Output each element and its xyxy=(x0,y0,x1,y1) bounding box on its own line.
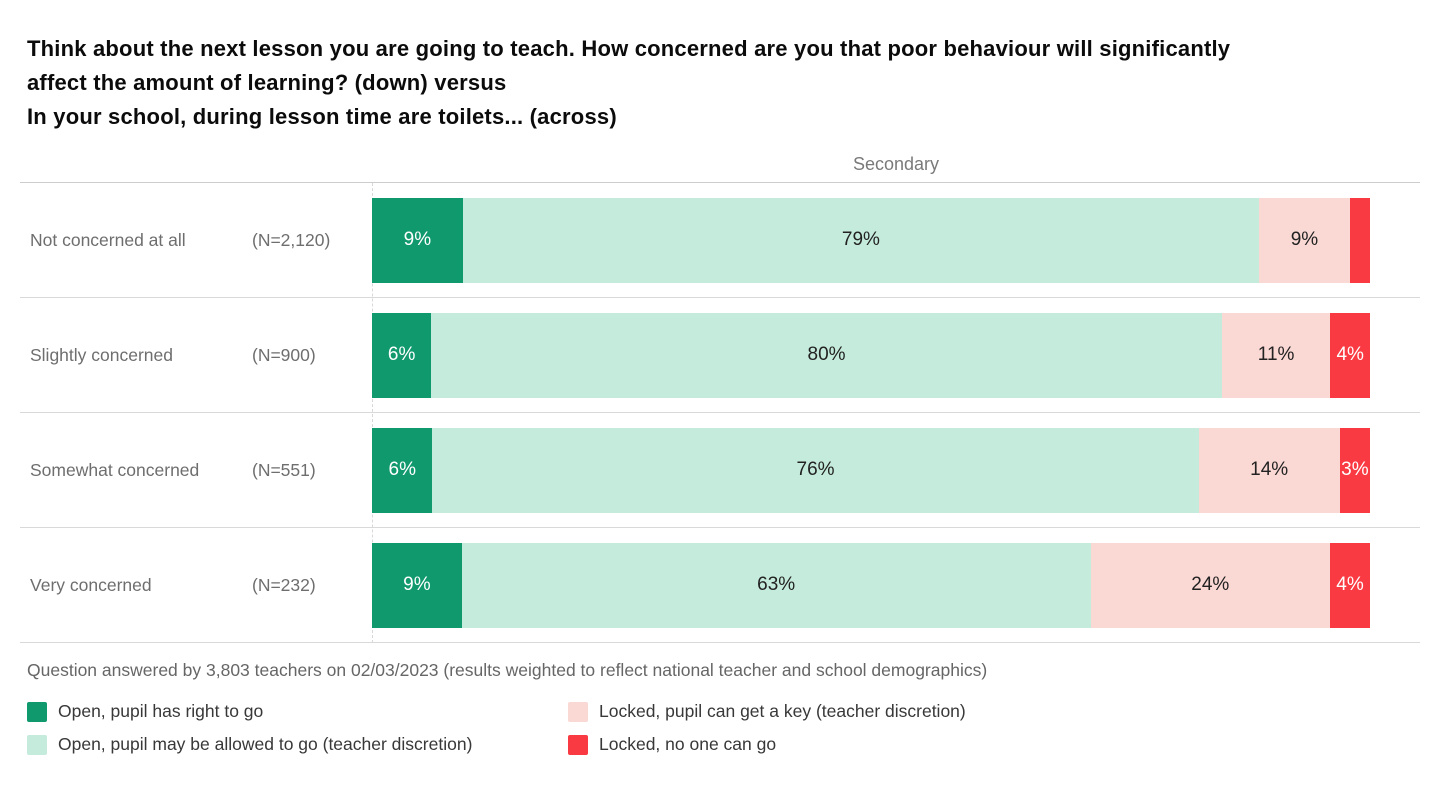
legend-item-locked_key: Locked, pupil can get a key (teacher dis… xyxy=(568,701,966,722)
legend-item-locked_no_one: Locked, no one can go xyxy=(568,734,966,755)
bar-track: 9% 63% 24% 4% xyxy=(372,542,1370,628)
sample-size-label: (N=551) xyxy=(252,459,316,480)
bar-segment-locked_no_one: 4% xyxy=(1330,542,1370,628)
legend-label: Locked, pupil can get a key (teacher dis… xyxy=(599,701,966,721)
bar-segment-locked_no_one: 3% xyxy=(1339,427,1370,513)
bar-track: 6% 80% 11% 4% xyxy=(372,312,1370,398)
bar-segment-value-label: 14% xyxy=(1250,459,1289,480)
bar-segment-value-label: 80% xyxy=(807,344,846,365)
legend-label: Open, pupil has right to go xyxy=(58,701,264,721)
chart-legend: Open, pupil has right to go Open, pupil m… xyxy=(27,701,1420,755)
sample-size-label: (N=2,120) xyxy=(252,229,331,250)
bar-segment-value-label: 11% xyxy=(1257,344,1295,365)
row-label-area: Very concerned (N=232) xyxy=(20,575,372,596)
bar-segment-open_discretion: 80% xyxy=(431,312,1222,398)
category-label: Somewhat concerned xyxy=(30,459,200,480)
legend-item-open_right: Open, pupil has right to go xyxy=(27,701,568,722)
bar-track: 6% 76% 14% 3% xyxy=(372,427,1370,513)
bar-segment-value-label: 76% xyxy=(796,459,835,480)
row-label-area: Slightly concerned (N=900) xyxy=(20,345,372,366)
bar-segment-value-label: 4% xyxy=(1336,574,1364,595)
bar-segment-value-label: 79% xyxy=(841,229,880,250)
row-label-area: Not concerned at all (N=2,120) xyxy=(20,230,372,251)
chart-row: Slightly concerned (N=900) 6% 80% 11% 4% xyxy=(20,298,1420,413)
bar-segment-value-label: 63% xyxy=(757,574,796,595)
category-label: Slightly concerned xyxy=(30,344,173,365)
chart-row: Very concerned (N=232) 9% 63% 24% 4% xyxy=(20,528,1420,643)
bar-segment-locked_no_one xyxy=(1349,197,1370,283)
sample-size-label: (N=232) xyxy=(252,574,316,595)
bar-segment-locked_key: 14% xyxy=(1198,427,1340,513)
column-group-header: Secondary xyxy=(852,154,940,174)
bar-segment-value-label: 24% xyxy=(1191,574,1230,595)
category-label: Very concerned xyxy=(30,574,152,595)
legend-swatch-open_discretion xyxy=(27,734,47,755)
chart-footnote: Question answered by 3,803 teachers on 0… xyxy=(27,660,988,680)
legend-item-open_discretion: Open, pupil may be allowed to go (teache… xyxy=(27,734,568,755)
bar-segment-open_right: 6% xyxy=(372,312,432,398)
chart-rows: Not concerned at all (N=2,120) 9% 79% 9% Slig… xyxy=(20,182,1420,643)
column-header-row: Secondary xyxy=(20,134,1420,182)
bar-segment-value-label: 6% xyxy=(388,459,416,480)
chart-row: Not concerned at all (N=2,120) 9% 79% 9% xyxy=(20,183,1420,298)
bar-segment-open_right: 6% xyxy=(372,427,433,513)
survey-chart-page: Think about the next lesson you are goin… xyxy=(20,32,1420,755)
bar-segment-open_discretion: 79% xyxy=(462,197,1260,283)
legend-label: Open, pupil may be allowed to go (teache… xyxy=(58,734,473,754)
bar-track: 9% 79% 9% xyxy=(372,197,1370,283)
legend-swatch-locked_no_one xyxy=(568,734,588,755)
bar-segment-locked_key: 11% xyxy=(1221,312,1331,398)
bar-segment-locked_key: 9% xyxy=(1259,197,1350,283)
bar-axis-dashed-line xyxy=(372,183,373,643)
bar-segment-locked_key: 24% xyxy=(1090,542,1331,628)
bar-segment-open_discretion: 76% xyxy=(432,427,1199,513)
bar-segment-value-label: 9% xyxy=(403,229,432,250)
legend-label: Locked, no one can go xyxy=(599,734,777,754)
chart-title-line-2: affect the amount of learning? (down) ve… xyxy=(27,70,507,95)
legend-swatch-open_right xyxy=(27,701,47,722)
chart-title-line-3: In your school, during lesson time are t… xyxy=(27,104,617,129)
bar-segment-value-label: 4% xyxy=(1336,344,1364,365)
category-label: Not concerned at all xyxy=(30,229,186,250)
bar-segment-value-label: 9% xyxy=(403,574,431,595)
chart-row: Somewhat concerned (N=551) 6% 76% 14% 3% xyxy=(20,413,1420,528)
legend-col-2: Locked, pupil can get a key (teacher dis… xyxy=(568,701,966,755)
legend-swatch-locked_key xyxy=(568,701,588,722)
bar-segment-open_discretion: 63% xyxy=(461,542,1091,628)
chart-title: Think about the next lesson you are goin… xyxy=(27,32,1420,134)
bar-segment-open_right: 9% xyxy=(372,197,463,283)
chart-title-line-1: Think about the next lesson you are goin… xyxy=(27,36,1231,61)
sample-size-label: (N=900) xyxy=(252,344,316,365)
row-label-area: Somewhat concerned (N=551) xyxy=(20,460,372,481)
bar-segment-locked_no_one: 4% xyxy=(1330,312,1370,398)
legend-col-1: Open, pupil has right to go Open, pupil m… xyxy=(27,701,568,755)
bar-segment-value-label: 3% xyxy=(1341,459,1369,480)
bar-segment-open_right: 9% xyxy=(372,542,462,628)
bar-segment-value-label: 9% xyxy=(1290,229,1319,250)
bar-segment-value-label: 6% xyxy=(387,344,416,365)
